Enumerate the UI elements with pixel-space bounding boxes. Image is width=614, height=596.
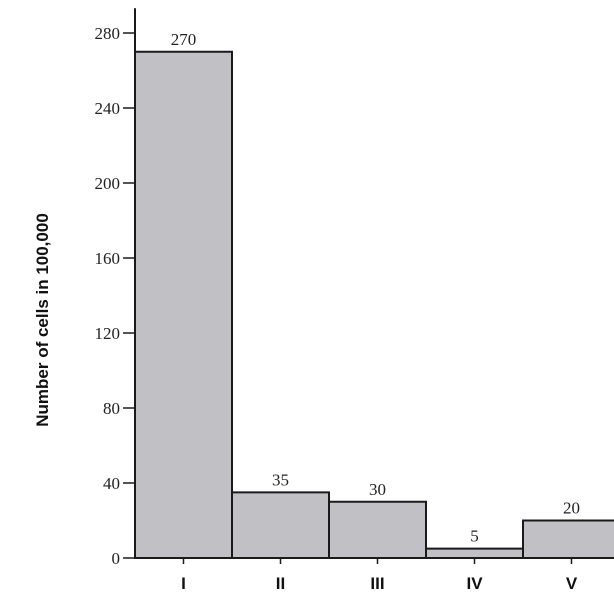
y-tick-label-160: 160 bbox=[95, 249, 121, 268]
data-label-iii: 30 bbox=[369, 480, 386, 499]
y-tick-label-120: 120 bbox=[95, 324, 121, 343]
data-label-iv: 5 bbox=[470, 527, 479, 546]
y-axis-title: Number of cells in 100,000 bbox=[33, 213, 52, 427]
y-tick-label-200: 200 bbox=[95, 174, 121, 193]
bars-layer bbox=[134, 50, 614, 559]
bar-iii bbox=[328, 500, 427, 559]
x-tick-label-iii: III bbox=[370, 574, 384, 593]
bar-i bbox=[134, 50, 233, 559]
axes-layer bbox=[123, 8, 614, 564]
x-tick-label-v: V bbox=[566, 574, 578, 593]
bar-ii bbox=[231, 491, 330, 559]
x-tick-label-i: I bbox=[181, 574, 186, 593]
bar-iv bbox=[425, 547, 524, 559]
data-label-i: 270 bbox=[171, 30, 197, 49]
y-tick-label-240: 240 bbox=[95, 99, 121, 118]
y-tick-label-280: 280 bbox=[95, 24, 121, 43]
bar-v bbox=[522, 519, 614, 559]
x-tick-label-ii: II bbox=[276, 574, 285, 593]
y-tick-label-0: 0 bbox=[112, 549, 121, 568]
x-tick-label-iv: IV bbox=[466, 574, 483, 593]
y-tick-label-40: 40 bbox=[103, 474, 120, 493]
y-tick-label-80: 80 bbox=[103, 399, 120, 418]
data-label-v: 20 bbox=[563, 499, 580, 518]
data-label-ii: 35 bbox=[272, 470, 289, 489]
